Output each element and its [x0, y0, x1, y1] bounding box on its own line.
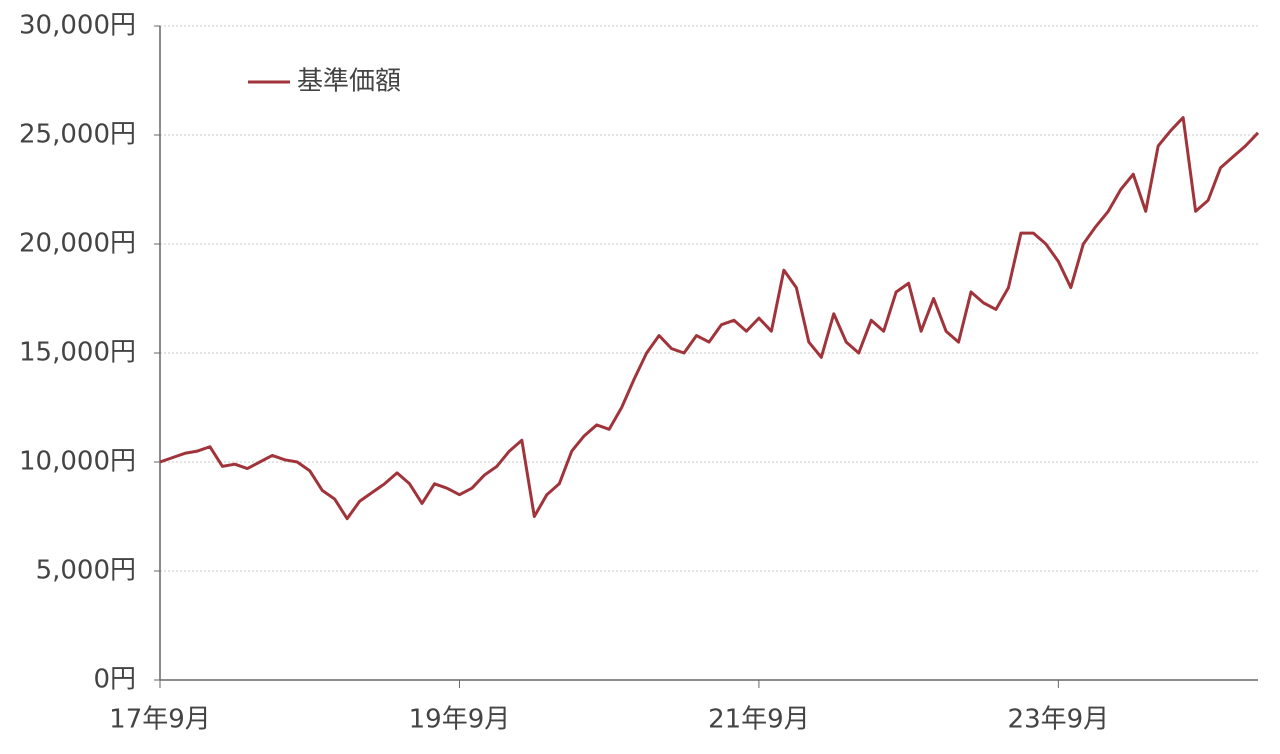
- y-tick-label: 25,000円: [19, 120, 136, 150]
- y-tick-label: 30,000円: [19, 11, 136, 41]
- data-line: [159, 116, 1260, 521]
- x-tick-label: 21年9月: [708, 705, 810, 735]
- y-tick-label: 0円: [93, 665, 136, 695]
- y-tick-label: 15,000円: [19, 338, 136, 368]
- x-tick-label: 23年9月: [1008, 705, 1110, 735]
- legend-label: 基準価額: [297, 67, 401, 97]
- y-tick-label: 10,000円: [19, 447, 136, 477]
- y-tick-label: 20,000円: [19, 229, 136, 259]
- y-tick-label: 5,000円: [36, 556, 136, 586]
- x-tick-label: 17年9月: [109, 705, 211, 735]
- x-tick-label: 19年9月: [409, 705, 511, 735]
